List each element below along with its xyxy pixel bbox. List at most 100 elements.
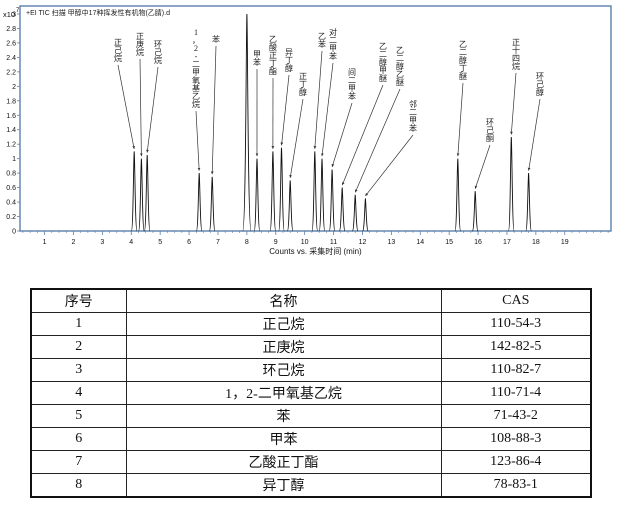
- peak-label-char: 烷: [114, 53, 122, 63]
- chromatogram-peak: [130, 151, 138, 232]
- peak-label-char: 丁: [299, 80, 307, 89]
- peak-label-char: 正: [299, 72, 307, 81]
- x-tick-label: 10: [301, 239, 309, 246]
- y-tick-label: 1.8: [6, 98, 16, 105]
- table-cell: 甲苯: [125, 427, 442, 451]
- peak-label-char: 2: [194, 44, 198, 53]
- compound-table-header: 序号 名称 CAS: [30, 288, 592, 313]
- table-cell: 123-86-4: [440, 450, 592, 474]
- peak-label-char: 丁: [285, 56, 293, 65]
- x-axis-title: Counts vs. 采集时间 (min): [269, 246, 362, 256]
- table-header-cell: 序号: [30, 288, 127, 313]
- table-cell: 110-54-3: [440, 312, 592, 336]
- y-tick-label: 2: [12, 84, 16, 91]
- table-cell: 71-43-2: [440, 404, 592, 428]
- peak-label-char: -: [195, 52, 198, 61]
- y-tick-label: 0.6: [6, 185, 16, 192]
- y-tick-label: 0.4: [6, 200, 16, 207]
- peak-label-char: 烷: [154, 55, 162, 65]
- y-tick-label: 2.2: [6, 69, 16, 76]
- x-tick-label: 13: [387, 239, 395, 246]
- table-cell: 7: [30, 450, 127, 474]
- chromatogram-peak: [338, 187, 346, 232]
- chromatogram-peak: [311, 151, 319, 232]
- peak-label-char: 环: [536, 72, 544, 81]
- peak-label-char: 庚: [136, 39, 144, 49]
- chromatogram-peak: [318, 158, 326, 232]
- chart-title: +EI TIC 扫描 甲醇中17种挥发性有机物(乙腈).d: [26, 8, 170, 17]
- y-tick-label: 2.4: [6, 55, 16, 62]
- table-cell: 1: [30, 312, 127, 336]
- y-tick-label: 1.6: [6, 113, 16, 120]
- x-tick-label: 2: [72, 239, 76, 246]
- peak-arrow: [139, 58, 143, 157]
- x-tick-label: 15: [445, 239, 453, 246]
- peak-label-char: 二: [348, 76, 356, 85]
- chromatogram-peak: [253, 158, 261, 232]
- peak-arrow: [146, 66, 159, 153]
- peak-label-char: 烷: [512, 61, 520, 71]
- peak-label-char: 正: [114, 38, 122, 47]
- peak-label-char: 己: [114, 46, 122, 55]
- table-row: 2 正庚烷 142-82-5: [30, 335, 592, 359]
- table-row: 5 苯 71-43-2: [30, 404, 592, 428]
- y-tick-label: 1: [12, 156, 16, 163]
- x-tick-label: 4: [129, 239, 133, 246]
- peak-label-char: 酯: [269, 67, 277, 76]
- table-header-cell: 名称: [125, 288, 442, 313]
- peak-label-char: 乙: [192, 92, 200, 101]
- peak-label-char: 苯: [318, 39, 326, 49]
- peak-label-char: 乙: [269, 35, 277, 44]
- peak-label-char: 己: [486, 126, 494, 135]
- peak-label-char: 苯: [212, 34, 220, 44]
- table-cell: 142-82-5: [440, 335, 592, 359]
- peak-label-char: 苯: [409, 123, 417, 133]
- peak-label-char: 环: [154, 40, 162, 49]
- peak-label-char: 甲: [409, 116, 417, 125]
- peak-arrow: [474, 144, 491, 189]
- peak-label-char: 甲: [379, 66, 387, 75]
- x-tick-label: 1: [43, 239, 47, 246]
- peak-label-char: 醇: [536, 87, 544, 97]
- chromatogram-peak: [208, 176, 216, 232]
- peak-arrow: [210, 45, 217, 175]
- peak-label-char: 醇: [396, 61, 404, 71]
- y-tick-label: 2.6: [6, 40, 16, 47]
- peak-label-char: ，: [192, 36, 200, 45]
- table-cell: 5: [30, 404, 127, 428]
- peak-label-char: 对: [329, 27, 337, 37]
- x-tick-label: 3: [100, 239, 104, 246]
- y-tick-label: 2.8: [6, 26, 16, 33]
- x-tick-label: 6: [187, 239, 191, 246]
- x-tick-label: 9: [274, 239, 278, 246]
- table-cell: 108-88-3: [440, 427, 592, 451]
- table-row: 6 甲苯 108-88-3: [30, 427, 592, 451]
- chromatogram-peak: [138, 158, 145, 232]
- table-row: 4 1，2-二甲氧基乙烷 110-71-4: [30, 381, 592, 405]
- table-cell: 3: [30, 358, 127, 382]
- chromatogram-peak: [328, 169, 336, 232]
- peak-label-char: 基: [192, 83, 200, 93]
- y-tick-label: 0.8: [6, 171, 16, 178]
- peak-label-char: 烷: [136, 47, 144, 57]
- peak-label-char: 正: [269, 51, 277, 60]
- table-row: 7 乙酸正丁酯 123-86-4: [30, 450, 592, 474]
- peak-label-char: 醚: [396, 77, 404, 87]
- table-cell: 正庚烷: [125, 335, 442, 359]
- peak-label-char: 乙: [379, 42, 387, 51]
- peak-label-char: 二: [409, 108, 417, 117]
- peak-label-char: 邻: [409, 99, 417, 109]
- chromatogram-peak: [351, 194, 359, 232]
- peak-label-char: 甲: [348, 84, 356, 93]
- table-cell: 110-71-4: [440, 381, 592, 405]
- x-tick-label: 18: [532, 239, 540, 246]
- y-tick-label: 3: [12, 12, 16, 19]
- x-tick-label: 5: [158, 239, 162, 246]
- chromatogram-peak: [508, 136, 515, 232]
- chromatogram-peak: [278, 147, 285, 232]
- peak-label-char: 乙: [396, 46, 404, 55]
- peak-label-char: 间: [348, 68, 356, 77]
- table-cell: 环己烷: [125, 358, 442, 382]
- peak-arrow: [365, 134, 414, 197]
